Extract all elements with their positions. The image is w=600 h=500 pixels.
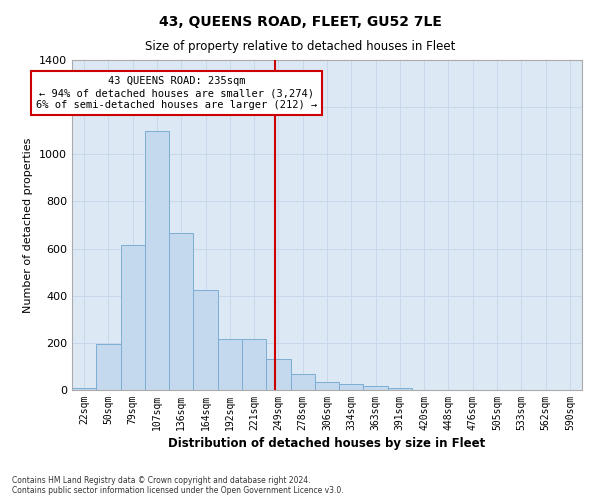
Y-axis label: Number of detached properties: Number of detached properties: [23, 138, 34, 312]
Bar: [169, 233, 193, 390]
Bar: [388, 388, 412, 390]
Bar: [364, 386, 388, 390]
Bar: [72, 388, 96, 390]
Bar: [242, 340, 266, 390]
Text: Contains HM Land Registry data © Crown copyright and database right 2024.
Contai: Contains HM Land Registry data © Crown c…: [12, 476, 344, 495]
Text: 43 QUEENS ROAD: 235sqm
← 94% of detached houses are smaller (3,274)
6% of semi-d: 43 QUEENS ROAD: 235sqm ← 94% of detached…: [36, 76, 317, 110]
Bar: [121, 245, 145, 390]
Bar: [193, 290, 218, 390]
X-axis label: Distribution of detached houses by size in Fleet: Distribution of detached houses by size …: [169, 437, 485, 450]
Bar: [145, 130, 169, 390]
Text: Size of property relative to detached houses in Fleet: Size of property relative to detached ho…: [145, 40, 455, 53]
Bar: [290, 374, 315, 390]
Text: 43, QUEENS ROAD, FLEET, GU52 7LE: 43, QUEENS ROAD, FLEET, GU52 7LE: [158, 15, 442, 29]
Bar: [339, 384, 364, 390]
Bar: [218, 340, 242, 390]
Bar: [266, 360, 290, 390]
Bar: [96, 344, 121, 390]
Bar: [315, 382, 339, 390]
